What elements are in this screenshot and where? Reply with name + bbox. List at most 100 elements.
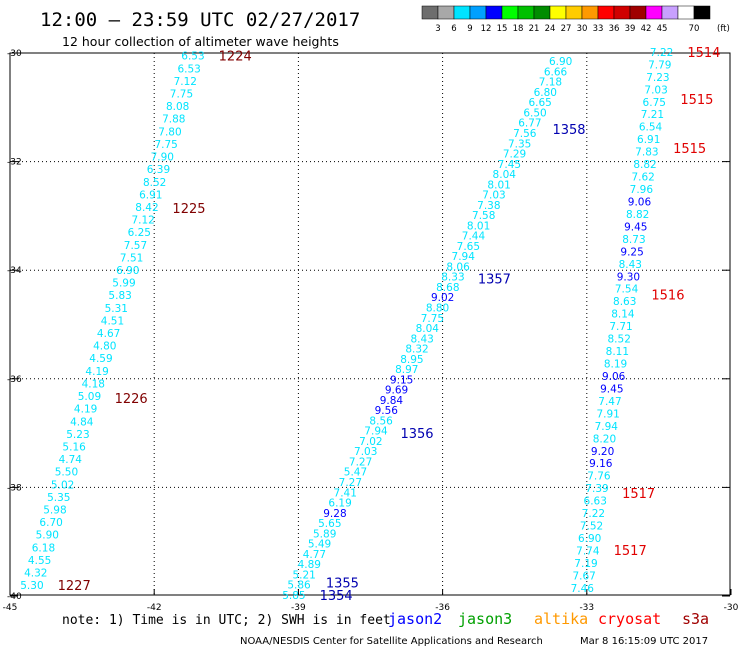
colorbar-tick: 15: [497, 24, 508, 34]
colorbar-bin: [693, 5, 711, 20]
colorbar-bin: [501, 5, 519, 20]
swh-value: 7.67: [572, 570, 595, 582]
time-label: 1517: [614, 544, 647, 559]
swh-value: 7.76: [587, 471, 611, 483]
colorbar-tick: 30: [577, 24, 588, 34]
swh-value: 5.23: [66, 429, 89, 441]
colorbar-tick: 3: [435, 24, 440, 34]
timestamp-text: Mar 8 16:15:09 UTC 2017: [580, 636, 708, 647]
swh-value: 5.02: [51, 479, 74, 491]
swh-value: 7.94: [595, 421, 619, 433]
colorbar-tick: 42: [641, 24, 652, 34]
swh-value: 7.90: [151, 152, 174, 164]
satellite-legend-altika: altika: [534, 610, 588, 628]
swh-value: 7.52: [580, 521, 603, 533]
swh-value: 7.56: [513, 128, 537, 140]
colorbar-tick: 21: [529, 24, 540, 34]
colorbar-bin: [485, 5, 503, 20]
colorbar-tick: 18: [513, 24, 524, 34]
swh-value: 9.28: [323, 508, 346, 520]
colorbar-bin: [517, 5, 535, 20]
swh-value: 5.21: [292, 569, 315, 581]
swh-value: 6.54: [639, 122, 663, 134]
swh-value: 7.74: [576, 545, 600, 557]
colorbar-tick: 27: [561, 24, 572, 34]
swh-value: 7.02: [359, 436, 382, 448]
swh-value: 8.20: [593, 433, 616, 445]
swh-value: 8.82: [633, 159, 656, 171]
time-label: 1515: [673, 142, 706, 157]
swh-value: 9.45: [600, 383, 623, 395]
swh-value: 4.19: [74, 404, 97, 416]
swh-value: 8.08: [166, 101, 189, 113]
swh-value: 7.18: [539, 77, 562, 89]
swh-value: 7.41: [334, 487, 357, 499]
swh-value: 5.35: [47, 492, 70, 504]
y-tick-label: -40: [7, 592, 22, 602]
swh-value: 7.96: [630, 184, 654, 196]
swh-value: 9.06: [628, 196, 652, 208]
x-tick-label: -30: [724, 603, 739, 613]
swh-value: 8.52: [143, 177, 166, 189]
swh-value: 5.86: [287, 580, 311, 592]
swh-value: 7.12: [131, 215, 154, 227]
grid-lines: [10, 53, 730, 595]
colorbar-tick: 9: [467, 24, 472, 34]
swh-value: 7.47: [598, 396, 621, 408]
time-label: 1515: [680, 93, 713, 108]
swh-value: 5.99: [112, 278, 135, 290]
swh-value: 7.83: [635, 147, 658, 159]
swh-value: 7.27: [339, 477, 362, 489]
colorbar-tick: 36: [609, 24, 620, 34]
swh-value: 7.03: [644, 84, 667, 96]
swh-value: 8.95: [400, 354, 423, 366]
time-label: 1358: [552, 123, 585, 138]
swh-value: 7.12: [174, 76, 197, 88]
swh-value: 4.32: [24, 568, 47, 580]
swh-value: 7.03: [354, 446, 377, 458]
swh-value: 7.22: [582, 508, 605, 520]
swh-value: 8.33: [441, 272, 464, 284]
swh-value: 6.90: [549, 56, 572, 68]
swh-value: 7.58: [472, 210, 495, 222]
colorbar-bin: [453, 5, 471, 20]
swh-value: 9.45: [624, 221, 647, 233]
swh-value: 5.90: [36, 530, 59, 542]
colorbar-bin: [581, 5, 599, 20]
swh-value: 5.85: [282, 590, 305, 602]
colorbar-bin: [597, 5, 615, 20]
swh-value: 8.63: [613, 296, 636, 308]
swh-value: 7.51: [120, 252, 143, 264]
swh-value: 8.73: [622, 234, 645, 246]
swh-value: 6.70: [39, 517, 62, 529]
swh-value: 7.88: [162, 114, 185, 126]
colorbar-tick: 39: [625, 24, 636, 34]
swh-value: 6.53: [177, 63, 200, 75]
swh-value: 6.53: [181, 51, 204, 63]
swh-value: 8.43: [410, 333, 433, 345]
swh-value: 8.11: [606, 346, 629, 358]
x-tick-label: -42: [147, 603, 162, 613]
swh-value: 9.02: [431, 292, 454, 304]
track-jason2: 6.536.537.127.758.087.887.807.757.906.39…: [20, 50, 252, 594]
swh-value: 4.89: [298, 559, 321, 571]
plot-frame: [9, 52, 731, 596]
satellite-tracks: 6.536.537.127.758.087.887.807.757.906.39…: [20, 46, 720, 604]
satellite-legend-jason2: jason2: [388, 610, 442, 628]
swh-value: 4.74: [59, 454, 83, 466]
x-tick-label: -45: [3, 603, 18, 613]
satellite-legend: jason2 jason3 altika cryosat s3a: [388, 610, 709, 628]
swh-value: 7.80: [158, 126, 181, 138]
swh-value: 6.18: [32, 542, 55, 554]
credit-text: NOAA/NESDIS Center for Satellite Applica…: [240, 636, 543, 647]
swh-value: 5.65: [318, 518, 341, 530]
swh-value: 9.16: [589, 458, 613, 470]
swh-value: 9.30: [617, 271, 640, 283]
swh-value: 9.20: [591, 446, 614, 458]
time-label: 1514: [687, 46, 720, 61]
swh-value: 4.59: [89, 353, 112, 365]
swh-value: 9.56: [375, 405, 399, 417]
swh-value: 9.06: [602, 371, 626, 383]
swh-value: 7.75: [170, 89, 193, 101]
swh-value: 7.45: [498, 159, 521, 171]
